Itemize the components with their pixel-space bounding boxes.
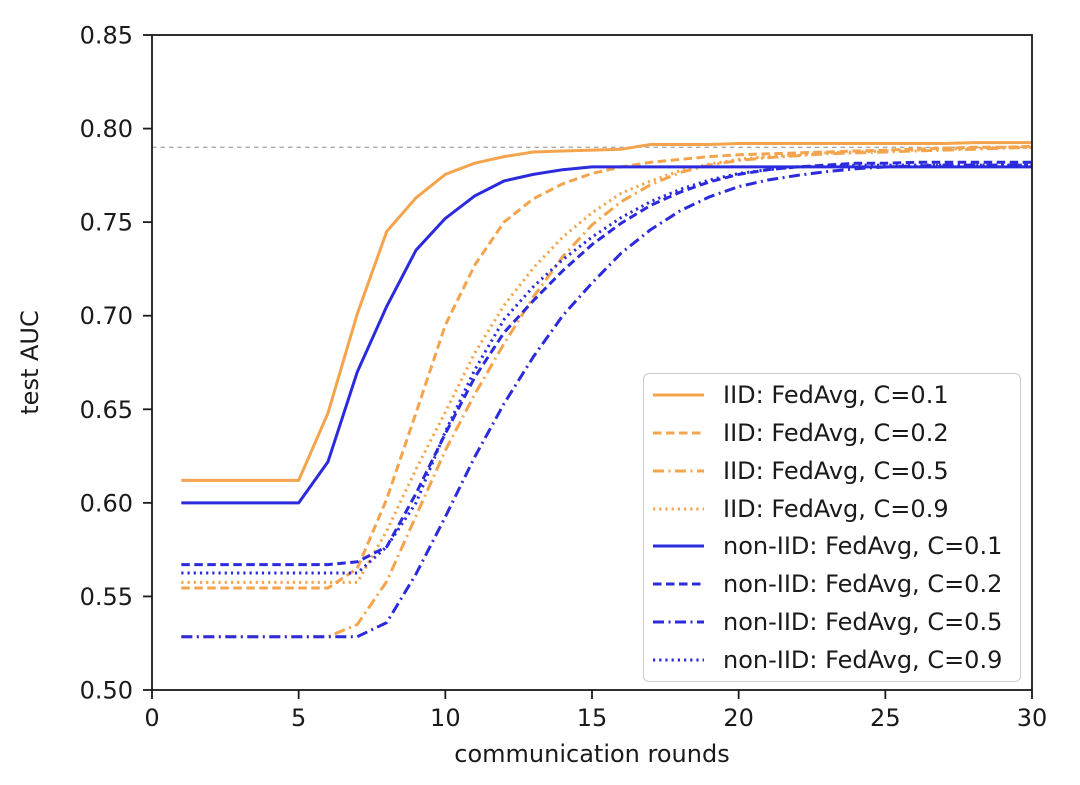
legend-swatch-noniid-c01-line-icon (653, 544, 704, 548)
legend-item-noniid-c09: non-IID: FedAvg, C=0.9 (644, 641, 1012, 679)
y-tick-label: 0.60 (80, 489, 133, 517)
legend-label-iid-c05: IID: FedAvg, C=0.5 (723, 456, 949, 485)
series-line-1 (181, 144, 1033, 590)
legend-label-iid-c02: IID: FedAvg, C=0.2 (723, 418, 949, 447)
legend-swatch-noniid-c02-line-icon (653, 582, 704, 586)
x-tick-label: 10 (430, 704, 461, 732)
legend-label-noniid-c09: non-IID: FedAvg, C=0.9 (723, 646, 1003, 675)
legend-item-noniid-c02: non-IID: FedAvg, C=0.2 (644, 565, 1012, 603)
y-tick-label: 0.75 (80, 209, 133, 237)
x-axis-label: communication rounds (454, 740, 729, 768)
y-axis-label: test AUC (16, 310, 44, 414)
legend-label-noniid-c05: non-IID: FedAvg, C=0.5 (723, 608, 1003, 637)
legend-label-noniid-c02: non-IID: FedAvg, C=0.2 (723, 570, 1003, 599)
legend-item-iid-c02: IID: FedAvg, C=0.2 (644, 414, 1012, 452)
legend: IID: FedAvg, C=0.1 IID: FedAvg, C=0.2 II… (643, 373, 1021, 682)
legend-swatch-iid-c05-line-icon (653, 469, 704, 473)
axes-layer: 0 5 10 15 20 25 30 0.50 0.55 0.60 0.65 0.70 0.75 0.80… (80, 22, 1048, 733)
y-tick-label: 0.55 (80, 583, 133, 611)
legend-swatch-iid-c09-line-icon (653, 507, 704, 511)
legend-swatch-noniid-c09-line-icon (653, 658, 704, 662)
legend-swatch-iid-c01-line-icon (653, 393, 704, 397)
legend-label-iid-c01: IID: FedAvg, C=0.1 (723, 380, 949, 409)
legend-label-noniid-c01: non-IID: FedAvg, C=0.1 (723, 532, 1003, 561)
legend-swatch-noniid-c05-line-icon (653, 620, 704, 624)
y-tick-label: 0.80 (80, 115, 133, 143)
legend-item-noniid-c05: non-IID: FedAvg, C=0.5 (644, 603, 1012, 641)
legend-item-iid-c05: IID: FedAvg, C=0.5 (644, 452, 1012, 490)
series-line-6 (181, 163, 1032, 639)
x-tick-label: 20 (723, 704, 754, 732)
x-tick-label: 30 (1017, 704, 1048, 732)
series-line-7 (181, 163, 1032, 575)
y-tick-label: 0.70 (80, 302, 133, 330)
x-tick-label: 25 (870, 704, 901, 732)
y-tick-label: 0.65 (80, 396, 133, 424)
series-layer (181, 141, 1033, 639)
legend-item-iid-c09: IID: FedAvg, C=0.9 (644, 490, 1012, 528)
x-tick-label: 15 (577, 704, 608, 732)
legend-item-iid-c01: IID: FedAvg, C=0.1 (644, 376, 1012, 414)
x-tick-label: 5 (291, 704, 306, 732)
y-tick-label: 0.85 (80, 22, 133, 50)
legend-label-iid-c09: IID: FedAvg, C=0.9 (723, 494, 949, 523)
legend-swatch-iid-c02-line-icon (653, 431, 704, 435)
series-line-4 (181, 165, 1032, 505)
y-tick-label: 0.50 (80, 677, 133, 705)
series-line-0 (181, 141, 1032, 482)
legend-item-noniid-c01: non-IID: FedAvg, C=0.1 (644, 528, 1012, 566)
x-tick-label: 0 (144, 704, 159, 732)
